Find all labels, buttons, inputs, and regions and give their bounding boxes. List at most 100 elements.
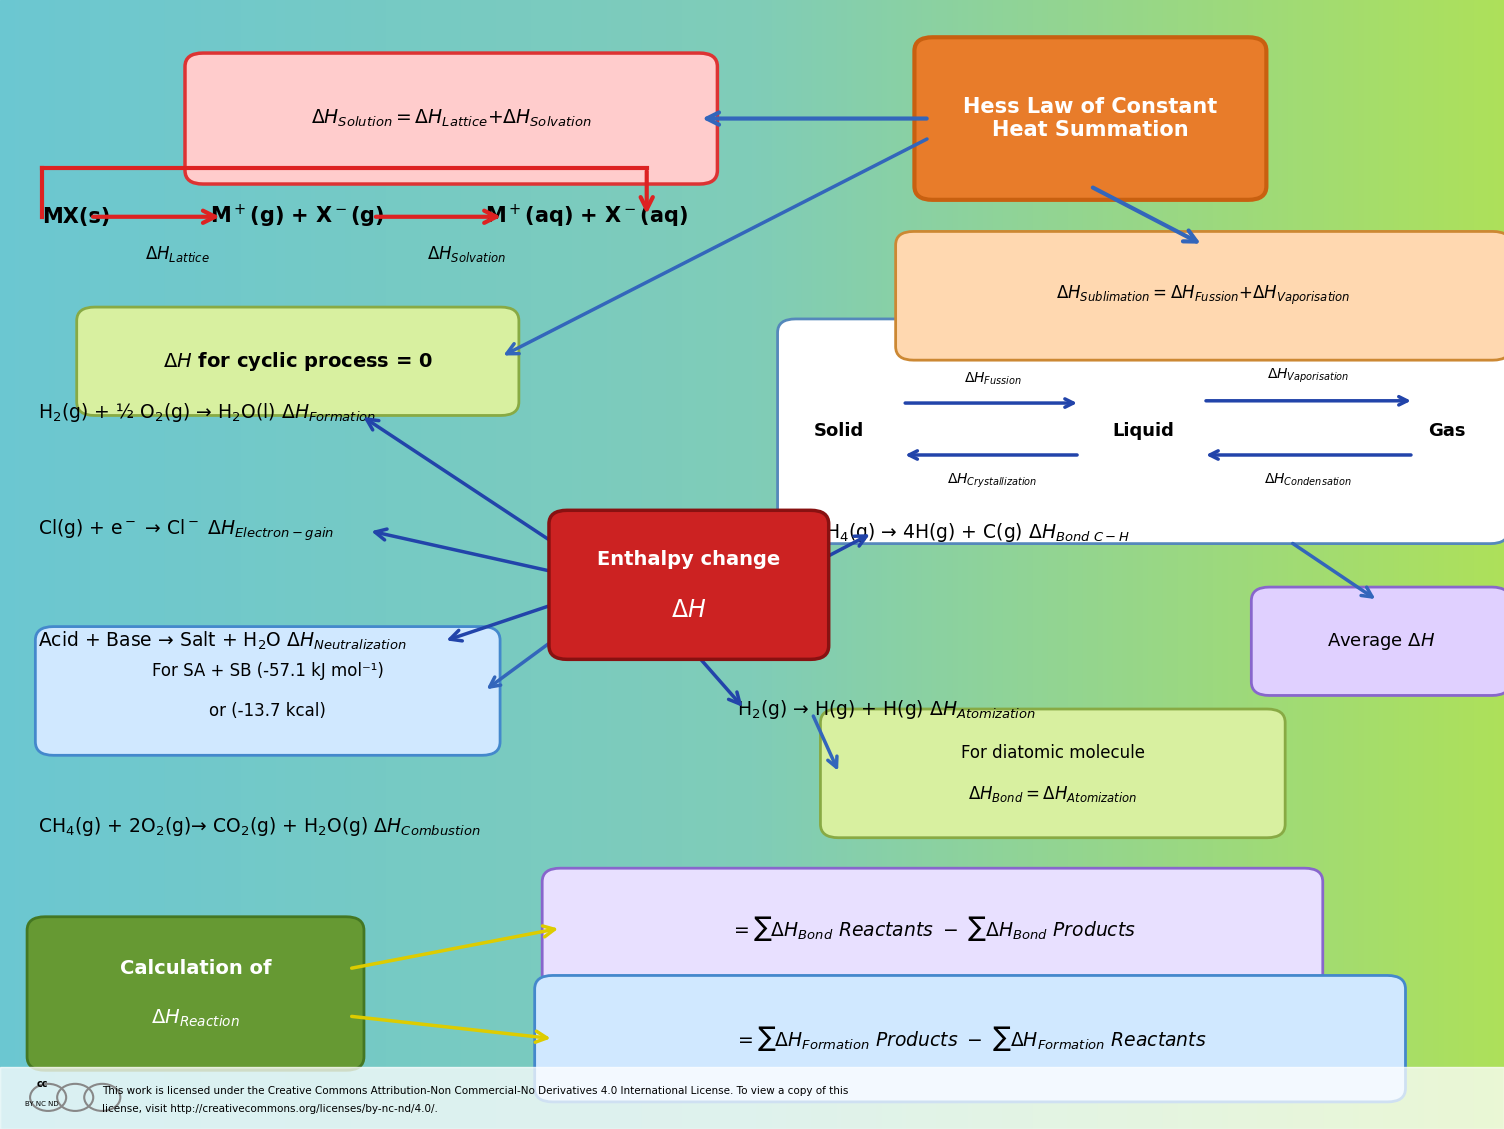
Bar bbox=[952, 0, 958, 1129]
Text: Gas: Gas bbox=[1429, 422, 1465, 440]
Bar bbox=[305, 0, 311, 1129]
Bar bbox=[552, 0, 556, 1129]
Bar bbox=[350, 0, 356, 1129]
Bar bbox=[1223, 0, 1229, 1129]
Bar bbox=[662, 0, 666, 1129]
Bar bbox=[963, 0, 967, 1129]
Bar bbox=[872, 0, 877, 1129]
Bar bbox=[105, 0, 110, 1129]
Text: $\Delta H_{Bond} = \Delta H_{Atomization}$: $\Delta H_{Bond} = \Delta H_{Atomization… bbox=[969, 784, 1137, 804]
Bar bbox=[1289, 0, 1293, 1129]
Bar bbox=[737, 0, 741, 1129]
Text: cc: cc bbox=[36, 1079, 48, 1088]
Bar bbox=[907, 0, 913, 1129]
FancyBboxPatch shape bbox=[896, 231, 1504, 360]
Bar bbox=[1424, 0, 1429, 1129]
Bar bbox=[1098, 0, 1102, 1129]
Bar bbox=[206, 0, 211, 1129]
Bar bbox=[60, 0, 65, 1129]
Bar bbox=[913, 0, 917, 1129]
Bar bbox=[757, 0, 763, 1129]
Bar bbox=[617, 0, 621, 1129]
Bar bbox=[80, 0, 86, 1129]
FancyBboxPatch shape bbox=[185, 53, 717, 184]
Bar bbox=[522, 0, 526, 1129]
Bar bbox=[251, 0, 256, 1129]
Bar bbox=[1229, 0, 1233, 1129]
Bar bbox=[1324, 0, 1328, 1129]
Bar bbox=[191, 0, 196, 1129]
Bar bbox=[1454, 0, 1459, 1129]
Bar bbox=[417, 0, 421, 1129]
Bar bbox=[672, 0, 677, 1129]
Bar bbox=[116, 0, 120, 1129]
Text: M$^+$(g) + X$^-$(g): M$^+$(g) + X$^-$(g) bbox=[211, 203, 385, 230]
Bar bbox=[857, 0, 862, 1129]
Bar bbox=[356, 0, 361, 1129]
Bar bbox=[747, 0, 752, 1129]
Bar bbox=[752, 0, 757, 1129]
Bar bbox=[1053, 0, 1057, 1129]
Bar bbox=[241, 0, 245, 1129]
Bar bbox=[185, 0, 191, 1129]
Bar bbox=[411, 0, 417, 1129]
Bar bbox=[967, 0, 973, 1129]
Bar bbox=[371, 0, 376, 1129]
Bar bbox=[1373, 0, 1379, 1129]
Bar bbox=[1278, 0, 1283, 1129]
Bar bbox=[1304, 0, 1308, 1129]
Bar bbox=[432, 0, 436, 1129]
Text: For diatomic molecule: For diatomic molecule bbox=[961, 744, 1145, 762]
Bar bbox=[20, 0, 26, 1129]
Bar bbox=[1233, 0, 1238, 1129]
Text: $\Delta H_{Condensation}$: $\Delta H_{Condensation}$ bbox=[1265, 472, 1352, 489]
Bar bbox=[1139, 0, 1143, 1129]
Bar bbox=[1093, 0, 1098, 1129]
Bar bbox=[1087, 0, 1093, 1129]
Bar bbox=[1253, 0, 1259, 1129]
Bar bbox=[1293, 0, 1298, 1129]
Bar bbox=[95, 0, 101, 1129]
Bar bbox=[606, 0, 612, 1129]
Bar bbox=[1042, 0, 1048, 1129]
Bar bbox=[702, 0, 707, 1129]
Text: Acid + Base → Salt + H$_2$O $\Delta H_{Neutralization}$: Acid + Base → Salt + H$_2$O $\Delta H_{N… bbox=[38, 630, 406, 653]
Bar bbox=[1339, 0, 1343, 1129]
Bar bbox=[441, 0, 447, 1129]
Bar bbox=[150, 0, 155, 1129]
Bar bbox=[131, 0, 135, 1129]
Bar bbox=[1283, 0, 1289, 1129]
Bar bbox=[1334, 0, 1339, 1129]
Bar bbox=[612, 0, 617, 1129]
Bar bbox=[110, 0, 116, 1129]
Bar bbox=[642, 0, 647, 1129]
Bar bbox=[1448, 0, 1454, 1129]
Bar bbox=[827, 0, 832, 1129]
Bar bbox=[687, 0, 692, 1129]
Bar bbox=[587, 0, 591, 1129]
Bar bbox=[591, 0, 597, 1129]
Bar bbox=[847, 0, 853, 1129]
Bar bbox=[823, 0, 827, 1129]
Bar bbox=[838, 0, 842, 1129]
Bar bbox=[75, 0, 80, 1129]
Bar bbox=[230, 0, 236, 1129]
Bar bbox=[481, 0, 486, 1129]
Text: Enthalpy change: Enthalpy change bbox=[597, 551, 781, 569]
Bar bbox=[1349, 0, 1354, 1129]
Bar bbox=[41, 0, 45, 1129]
Bar bbox=[1117, 0, 1123, 1129]
Text: $= \sum\Delta H_{Bond}\ \mathit{Reactants}\ -\ \sum\Delta H_{Bond}\ \mathit{Prod: $= \sum\Delta H_{Bond}\ \mathit{Reactant… bbox=[729, 913, 1136, 943]
FancyBboxPatch shape bbox=[778, 320, 1504, 544]
Text: Liquid: Liquid bbox=[1111, 422, 1175, 440]
Bar bbox=[165, 0, 170, 1129]
Bar bbox=[842, 0, 847, 1129]
Bar bbox=[1113, 0, 1117, 1129]
Bar bbox=[541, 0, 546, 1129]
Bar bbox=[30, 0, 35, 1129]
Bar bbox=[1484, 0, 1489, 1129]
Bar bbox=[1108, 0, 1113, 1129]
Bar bbox=[1399, 0, 1403, 1129]
Bar bbox=[101, 0, 105, 1129]
Bar bbox=[1023, 0, 1027, 1129]
